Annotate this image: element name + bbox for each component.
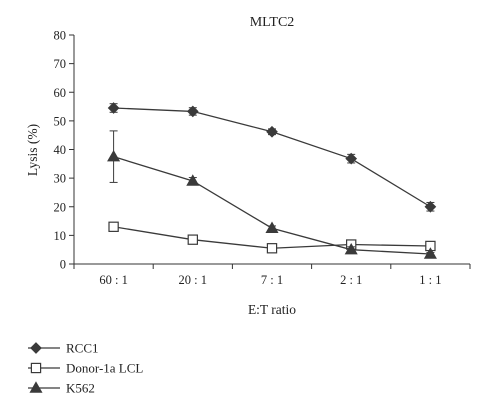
- y-axis-title: Lysis (%): [25, 124, 40, 176]
- legend-marker: [30, 362, 42, 374]
- data-point: [424, 200, 437, 213]
- y-tick-label: 70: [54, 57, 67, 71]
- legend-marker: [29, 381, 43, 393]
- x-tick-label: 2 : 1: [340, 273, 362, 287]
- legend-label: RCC1: [66, 341, 99, 356]
- data-point: [186, 105, 199, 118]
- data-point: [266, 243, 278, 254]
- legend-item-k562: K562: [28, 381, 95, 396]
- series-layer: [107, 102, 437, 259]
- series-line: [113, 107, 431, 208]
- data-point: [344, 242, 358, 255]
- legend-marker: [30, 342, 42, 354]
- x-tick-label: 60 : 1: [99, 273, 127, 287]
- data-point: [345, 152, 358, 165]
- legend-item-rcc1: RCC1: [28, 341, 99, 356]
- data-point: [266, 125, 278, 138]
- y-tick-label: 80: [54, 29, 67, 43]
- chart-title: MLTC2: [250, 15, 295, 30]
- y-tick-label: 30: [54, 172, 67, 186]
- y-tick-label: 60: [54, 86, 67, 100]
- y-tick-label: 10: [54, 229, 67, 243]
- data-point: [265, 221, 279, 233]
- data-point: [187, 234, 198, 245]
- series-line: [113, 156, 431, 255]
- x-axis-title: E:T ratio: [248, 302, 296, 317]
- legend-item-donor-1a-lcl: Donor-1a LCL: [28, 361, 143, 376]
- data-point: [423, 247, 437, 259]
- y-tick-label: 40: [54, 143, 67, 157]
- y-tick-label: 20: [54, 200, 67, 214]
- y-tick-label: 0: [60, 258, 66, 272]
- x-tick-label: 1 : 1: [419, 273, 441, 287]
- legend-label: Donor-1a LCL: [66, 361, 143, 376]
- axes: 0 10 20 30 40 50 60 70 80 60 : 1 20 : 1 7 : 1 2 : 1 1…: [54, 29, 471, 287]
- legend-label: K562: [66, 381, 95, 396]
- data-point: [107, 102, 120, 114]
- series-k562: [107, 130, 437, 259]
- legend: RCC1 Donor-1a LCL K562: [28, 341, 143, 396]
- x-tick-label: 7 : 1: [261, 273, 283, 287]
- data-point: [107, 149, 121, 162]
- data-point: [186, 174, 200, 186]
- x-tick-label: 20 : 1: [179, 273, 207, 287]
- data-point: [108, 221, 119, 232]
- series-rcc1: [107, 102, 437, 213]
- y-tick-label: 50: [54, 114, 67, 128]
